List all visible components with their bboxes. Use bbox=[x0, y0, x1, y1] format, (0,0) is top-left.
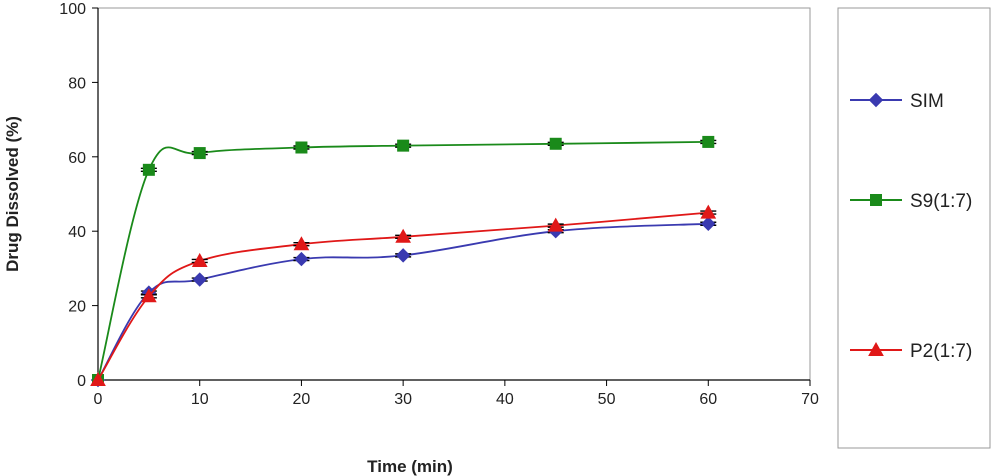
y-axis-title: Drug Dissolved (%) bbox=[3, 116, 22, 272]
y-axis-ticks: 0 20 40 60 80 100 bbox=[59, 1, 98, 390]
data-point bbox=[702, 135, 715, 148]
plot-frame bbox=[97, 7, 811, 381]
series-P2(1:7) bbox=[90, 204, 717, 386]
plot-area bbox=[97, 7, 811, 381]
y-tick-label: 60 bbox=[68, 150, 86, 167]
legend-label: SIM bbox=[910, 91, 944, 112]
x-tick-label: 60 bbox=[699, 391, 717, 408]
data-point bbox=[293, 236, 310, 251]
data-point bbox=[397, 139, 410, 152]
x-axis-ticks: 0 10 20 30 40 50 60 70 bbox=[94, 380, 819, 408]
data-point bbox=[191, 252, 208, 267]
series-S9(1:7) bbox=[92, 135, 717, 386]
x-tick-label: 0 bbox=[94, 391, 103, 408]
x-tick-label: 70 bbox=[801, 391, 819, 408]
data-point bbox=[701, 216, 716, 231]
y-tick-label: 80 bbox=[68, 75, 86, 92]
data-point bbox=[549, 137, 562, 150]
data-point bbox=[395, 248, 411, 263]
data-point bbox=[700, 204, 717, 219]
data-point bbox=[192, 272, 207, 287]
data-point bbox=[142, 163, 155, 176]
data-point bbox=[294, 251, 309, 267]
series-layer bbox=[90, 135, 717, 388]
x-tick-label: 50 bbox=[598, 391, 616, 408]
legend-item: SIM bbox=[850, 91, 944, 112]
x-tick-label: 30 bbox=[394, 391, 412, 408]
y-tick-label: 100 bbox=[59, 1, 86, 18]
data-point bbox=[141, 288, 157, 303]
legend: SIM S9(1:7) P2(1:7) bbox=[837, 7, 991, 449]
legend-item: P2(1:7) bbox=[850, 341, 972, 362]
x-tick-label: 10 bbox=[191, 391, 209, 408]
data-point bbox=[90, 371, 106, 386]
y-tick-label: 20 bbox=[68, 299, 86, 316]
y-tick-label: 0 bbox=[77, 373, 86, 390]
legend-label: S9(1:7) bbox=[910, 191, 972, 212]
legend-item: S9(1:7) bbox=[850, 191, 972, 212]
y-tick-label: 40 bbox=[68, 224, 86, 241]
data-point bbox=[547, 217, 564, 232]
legend-box bbox=[837, 7, 991, 449]
data-point bbox=[295, 141, 308, 154]
data-point bbox=[395, 228, 411, 243]
legend-label: P2(1:7) bbox=[910, 341, 972, 362]
legend-marker bbox=[868, 341, 884, 356]
legend-marker bbox=[870, 194, 882, 206]
legend-marker bbox=[868, 92, 884, 108]
x-tick-label: 20 bbox=[293, 391, 311, 408]
data-point bbox=[193, 147, 206, 160]
x-axis-title: Time (min) bbox=[367, 457, 453, 476]
x-tick-label: 40 bbox=[496, 391, 514, 408]
